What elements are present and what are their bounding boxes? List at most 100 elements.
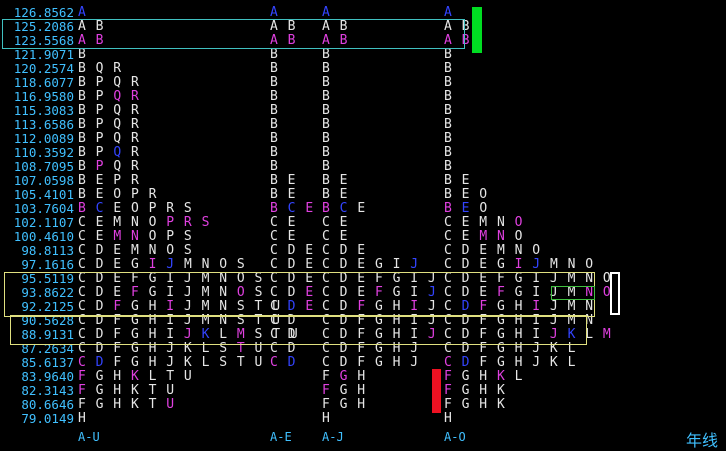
price-label: 98.8113 — [21, 243, 74, 258]
tpo-row: F G H K T U — [78, 398, 184, 412]
tpo-letters: D — [287, 299, 297, 314]
tpo-row: C E — [270, 216, 305, 230]
tpo-row: A B — [322, 20, 357, 34]
tpo-letters: D — [461, 355, 471, 370]
tpo-letters: G H — [496, 299, 524, 314]
tpo-letters: C D F G H J K L — [444, 341, 577, 356]
tpo-row — [270, 412, 279, 426]
tpo-row: B Q R — [78, 62, 131, 76]
tpo-letters: B — [322, 61, 331, 76]
tpo-letters: F — [78, 369, 87, 384]
tpo-letters: B — [322, 159, 331, 174]
tpo-letters: F — [444, 369, 453, 384]
tpo-letters: C — [270, 299, 279, 314]
tpo-row: B — [444, 160, 462, 174]
tpo-letters: B E — [322, 173, 349, 188]
tpo-letters: B — [78, 201, 87, 216]
tpo-letters: B — [444, 201, 453, 216]
tpo-letters: B — [444, 159, 453, 174]
tpo-row: C D F G H J — [322, 356, 428, 370]
tpo-row: C D E — [270, 244, 323, 258]
tpo-letters: B — [444, 103, 453, 118]
tpo-letters: C D F G H I — [78, 327, 176, 342]
tpo-row: B E O — [444, 202, 497, 216]
tpo-letters: L — [585, 327, 595, 342]
tpo-letters: K — [130, 369, 140, 384]
tpo-letters: C D E G I — [322, 257, 402, 272]
tpo-letters: C D — [78, 299, 105, 314]
tpo-row: B — [270, 146, 288, 160]
value-area-box-lower — [10, 315, 587, 345]
tpo-letters: B — [270, 61, 279, 76]
tpo-letters: L — [514, 369, 524, 384]
tpo-letters: E — [305, 201, 315, 216]
tpo-letters: C — [287, 201, 297, 216]
tpo-letters: G I — [392, 285, 420, 300]
tpo-letters: C D E — [270, 243, 315, 258]
tpo-row: B P Q R — [78, 76, 149, 90]
tpo-letters: Q — [113, 145, 123, 160]
tpo-letters: C D — [270, 327, 297, 342]
tpo-letters: K — [567, 327, 577, 342]
tpo-letters: B — [444, 75, 453, 90]
tpo-letters: R — [130, 145, 140, 160]
tpo-letters: A — [78, 5, 87, 20]
price-label: 120.2574 — [13, 61, 74, 76]
tpo-letters: C E — [270, 229, 297, 244]
tpo-letters: C D F G H J — [322, 341, 420, 356]
tpo-row: B — [270, 62, 288, 76]
tpo-row: H — [78, 412, 96, 426]
tpo-letters: A — [444, 5, 453, 20]
tpo-letters: B P — [78, 145, 105, 160]
tpo-letters: B E O P R — [78, 187, 158, 202]
tpo-letters: Q R — [113, 89, 140, 104]
tpo-row: B — [444, 146, 462, 160]
tpo-row: C D F G H I J — [322, 300, 446, 314]
tpo-letters: A B — [78, 19, 105, 34]
tpo-row: B C E — [322, 202, 375, 216]
tpo-letters: B — [444, 47, 453, 62]
tpo-row: C D F G H I J M N S T U — [78, 300, 290, 314]
tpo-row: B — [322, 62, 340, 76]
tpo-letters: P R S — [166, 215, 211, 230]
tpo-row: C D E M N O — [444, 244, 550, 258]
tpo-letters: D — [287, 355, 297, 370]
period-label[interactable]: 年线 — [686, 431, 719, 450]
tpo-row: B P Q R — [78, 132, 149, 146]
tpo-row: C E M N O P R S — [78, 216, 219, 230]
tpo-letters: A B — [322, 33, 349, 48]
tpo-row: B — [270, 160, 288, 174]
tpo-row: B — [322, 160, 340, 174]
tpo-row: B C E — [270, 202, 323, 216]
tpo-letters: B — [322, 201, 331, 216]
tpo-row: C D E — [270, 272, 323, 286]
tpo-row: A B — [270, 34, 305, 48]
tpo-letters: O — [236, 285, 246, 300]
price-label: 126.8562 — [13, 5, 74, 20]
price-label: 80.6646 — [21, 397, 74, 412]
tpo-letters: C D — [270, 313, 297, 328]
tpo-letters: B E P R — [78, 173, 140, 188]
tpo-row: F G H K L — [444, 370, 532, 384]
tpo-row: B — [444, 118, 462, 132]
tpo-letters: A B — [444, 33, 471, 48]
tpo-letters: F — [113, 299, 123, 314]
tpo-letters: S — [254, 285, 264, 300]
tpo-letters: C — [444, 355, 453, 370]
tpo-row: B P Q R — [78, 160, 149, 174]
tpo-letters: G H — [130, 299, 158, 314]
tpo-row: C D F G H I J K L M S T U — [78, 328, 308, 342]
tpo-letters: C — [270, 355, 279, 370]
tpo-row: C D E M N O S — [78, 244, 202, 258]
tpo-letters: B E — [322, 187, 349, 202]
tpo-row: C D E — [270, 258, 323, 272]
tpo-letters: A B — [270, 33, 297, 48]
price-label: 83.9640 — [21, 369, 74, 384]
selection-marker[interactable] — [610, 272, 620, 315]
tpo-letters: U — [166, 397, 176, 412]
tpo-row: C D — [270, 328, 305, 342]
tpo-letters: C E M N — [444, 215, 506, 230]
tpo-letters: E — [305, 285, 315, 300]
tpo-letters: F — [322, 383, 331, 398]
tpo-letters: B — [322, 75, 331, 90]
